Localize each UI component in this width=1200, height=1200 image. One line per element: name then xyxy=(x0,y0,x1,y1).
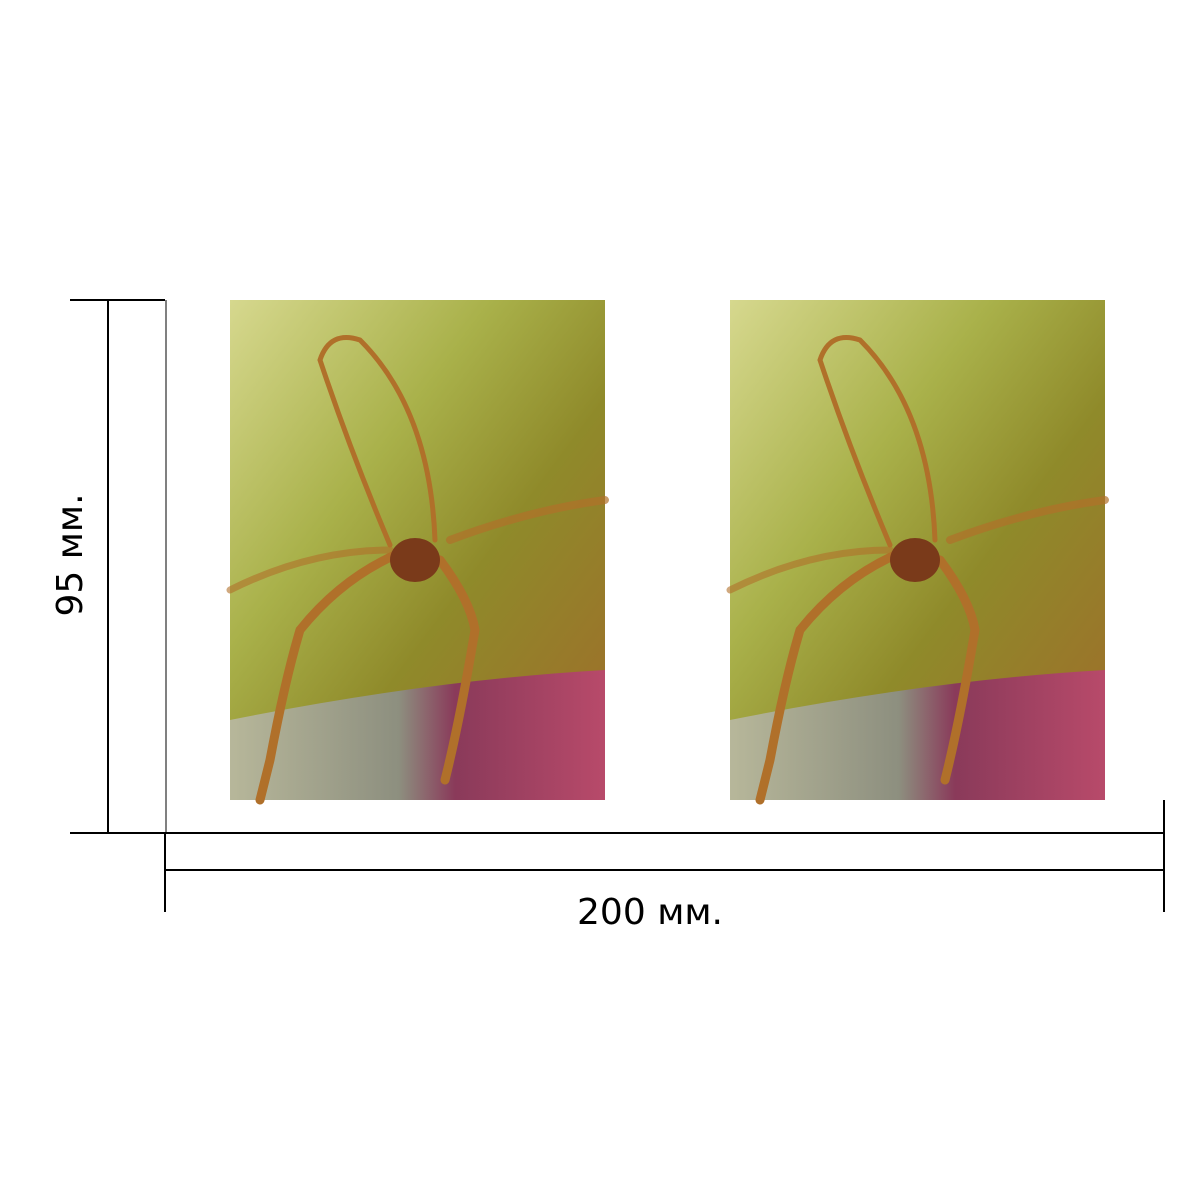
width-label: 200 мм. xyxy=(577,892,723,933)
width-dimension: 200 мм. xyxy=(164,800,1165,933)
height-dimension: 95 мм. xyxy=(50,299,167,834)
product-image xyxy=(730,300,1105,800)
product-image xyxy=(230,300,605,800)
height-label: 95 мм. xyxy=(50,493,91,616)
